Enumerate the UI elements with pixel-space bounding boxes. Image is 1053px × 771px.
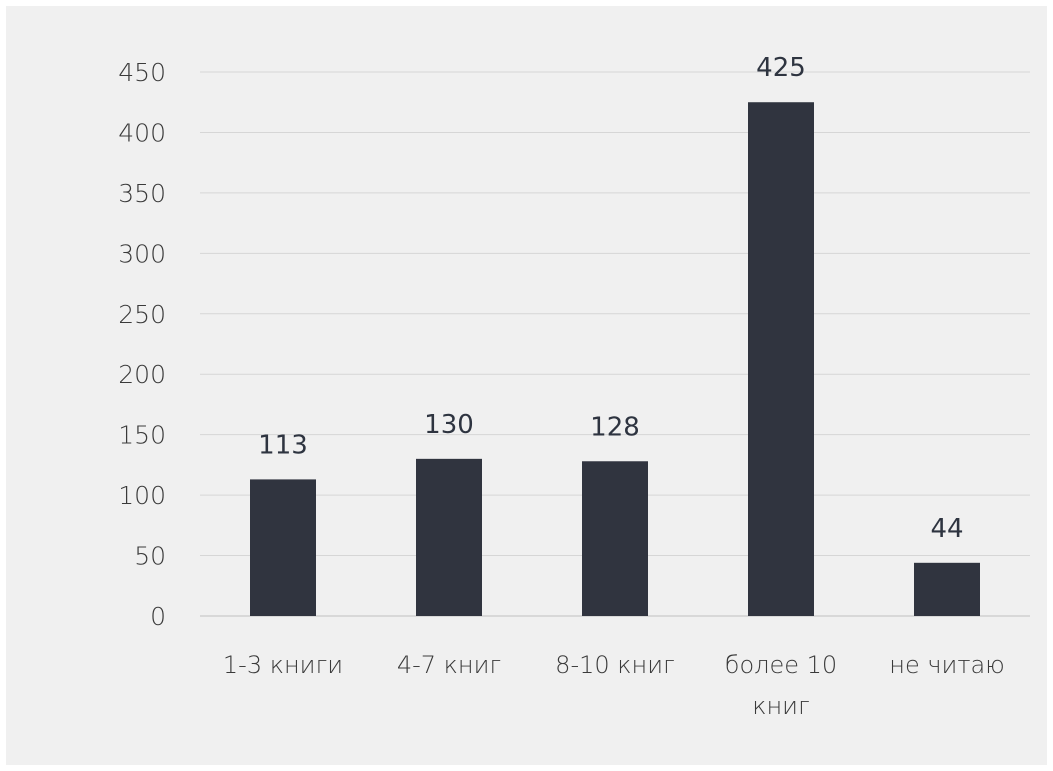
data-label: 113: [258, 430, 308, 460]
bar: [416, 458, 482, 616]
x-tick-label: не читаю: [889, 651, 1004, 679]
data-label: 44: [930, 514, 963, 544]
bars: [250, 102, 980, 616]
data-label: 130: [424, 410, 474, 440]
x-tick-label: 1-3 книги: [223, 651, 343, 679]
x-tick-label: 4-7 книг: [397, 651, 501, 679]
y-tick-label: 200: [118, 360, 166, 389]
y-tick-label: 350: [118, 179, 166, 208]
y-tick-label: 450: [118, 58, 166, 87]
y-tick-label: 300: [118, 239, 166, 268]
x-axis-categories: 1-3 книги 4-7 книг 8-10 книг более 10 книг не…: [223, 651, 1005, 720]
y-tick-label: 150: [118, 421, 166, 450]
x-tick-label: более 10 книг: [725, 651, 837, 720]
data-label: 425: [756, 53, 806, 83]
y-tick-label: 400: [118, 118, 166, 147]
bar: [748, 102, 814, 616]
bar: [250, 479, 316, 616]
y-tick-label: 100: [118, 481, 166, 510]
y-tick-label: 250: [118, 300, 166, 329]
data-labels: 113 130 128 425 44: [258, 53, 963, 544]
bar: [914, 562, 980, 616]
y-tick-label: 50: [134, 542, 166, 571]
data-label: 128: [590, 412, 640, 442]
y-axis-ticks: 0 50 100 150 200 250 300 350 400 450: [118, 58, 166, 631]
bar: [582, 461, 648, 616]
x-tick-label: 8-10 книг: [555, 651, 675, 679]
y-tick-label: 0: [150, 602, 166, 631]
